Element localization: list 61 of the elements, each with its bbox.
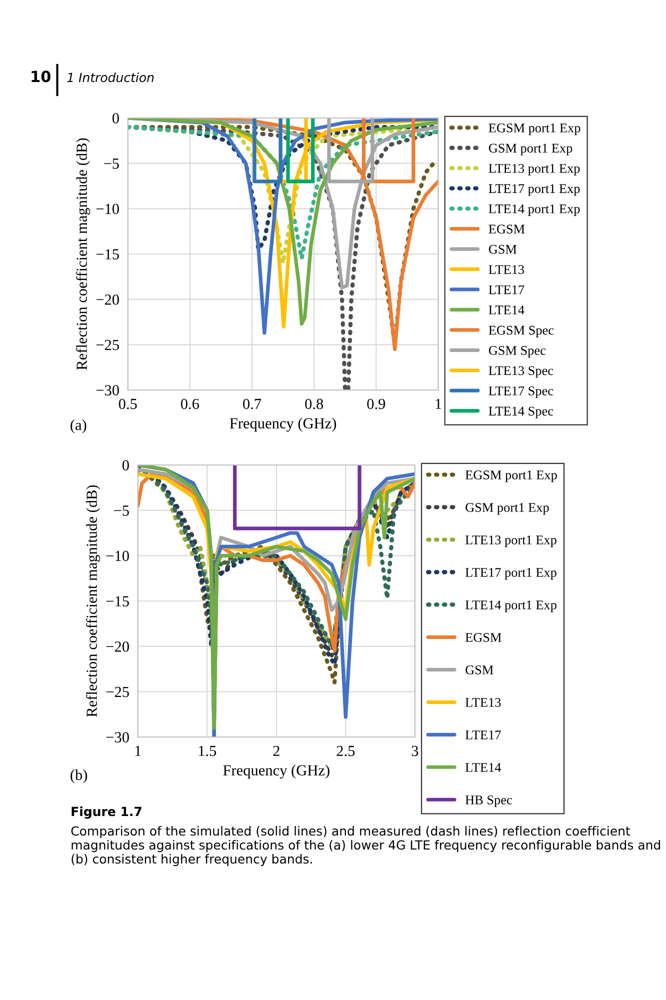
legend-label: LTE17 Spec <box>488 386 554 398</box>
legend-label: EGSM <box>488 224 525 234</box>
x-tick-label: 0.5 <box>118 398 137 410</box>
text: 10 <box>32 70 50 82</box>
x-tick-label: 0.8 <box>305 398 324 410</box>
text: 1 Introduction <box>67 72 154 82</box>
caption: Figure 1.7 <box>72 806 142 819</box>
y-tick-label: −25 <box>106 686 129 698</box>
y-tick-label: −5 <box>104 158 119 169</box>
y-tick-label: −5 <box>114 506 129 516</box>
legend-label: LTE14 <box>488 306 524 314</box>
x-tick-label: 1 <box>436 398 442 409</box>
y-tick-label: −25 <box>96 340 119 350</box>
legend-label: LTE13 <box>488 265 524 274</box>
legend-label: LTE14 port1 Exp <box>465 600 556 612</box>
x-tick-label: 0.6 <box>180 398 200 410</box>
legend-label: HB Spec <box>465 796 512 808</box>
x-tick-label: 3 <box>412 746 418 756</box>
legend-label: LTE13 Spec <box>488 366 554 378</box>
legend-label: EGSM <box>465 633 502 642</box>
legend-label: LTE14 port1 Exp <box>488 204 580 216</box>
legend-label: GSM port1 Exp <box>488 144 572 156</box>
text: (a) <box>70 419 86 434</box>
y-tick-label: −15 <box>96 249 119 260</box>
x-tick-label: 0.9 <box>367 398 386 410</box>
legend-label: GSM Spec <box>488 346 546 358</box>
y-tick-label: −30 <box>96 385 119 396</box>
y-tick-label: −15 <box>106 596 129 606</box>
legend-label: GSM <box>466 666 494 674</box>
legend-label: EGSM port1 Exp <box>488 124 580 136</box>
x-tick-label: 1.5 <box>198 746 216 756</box>
x-tick-label: 1 <box>135 746 141 756</box>
y-tick-label: −20 <box>96 294 119 305</box>
legend-label: LTE17 port1 Exp <box>488 184 580 196</box>
legend-label: LTE14 Spec <box>488 406 554 418</box>
legend-label: LTE13 port1 Exp <box>488 164 580 176</box>
legend-label: LTE13 <box>465 698 501 707</box>
y-tick-label: −10 <box>106 550 129 562</box>
text: (b) <box>70 769 88 784</box>
y-axis-title: Reflection coefficient magnitude (dB) <box>86 485 100 717</box>
legend-label: LTE17 <box>488 285 524 294</box>
legend-label: GSM <box>488 244 517 254</box>
y-tick-label: 0 <box>122 460 129 470</box>
y-tick-label: −10 <box>96 204 119 214</box>
x-tick-label: 2.5 <box>336 746 355 756</box>
y-axis-title: Reflection coefficient magnitude (dB) <box>76 138 90 370</box>
x-tick-label: 2 <box>273 746 280 756</box>
y-tick-label: −30 <box>106 732 129 742</box>
legend-label: GSM port1 Exp <box>466 503 549 515</box>
legend-label: EGSM Spec <box>488 326 554 338</box>
y-tick-label: −20 <box>106 641 129 652</box>
x-axis-title: Frequency (GHz) <box>223 764 330 779</box>
legend-label: EGSM port1 Exp <box>465 470 557 482</box>
legend-label: LTE17 port1 Exp <box>465 568 556 580</box>
legend-label: LTE14 <box>465 763 502 772</box>
y-tick-label: 0 <box>112 113 119 124</box>
legend-label: LTE17 <box>465 730 501 740</box>
x-tick-label: 0.7 <box>243 398 262 410</box>
text: Comparison of the simulated (solid lines) and measured (dash lines) reflection coefficient magnitudes against specifications of the (a) lower 4G LTE frequency reconfigurable bands and (b) consistent higher frequency bands. <box>71 826 660 866</box>
x-axis-title: Frequency (GHz) <box>230 418 336 432</box>
legend-label: LTE13 port1 Exp <box>465 536 556 548</box>
